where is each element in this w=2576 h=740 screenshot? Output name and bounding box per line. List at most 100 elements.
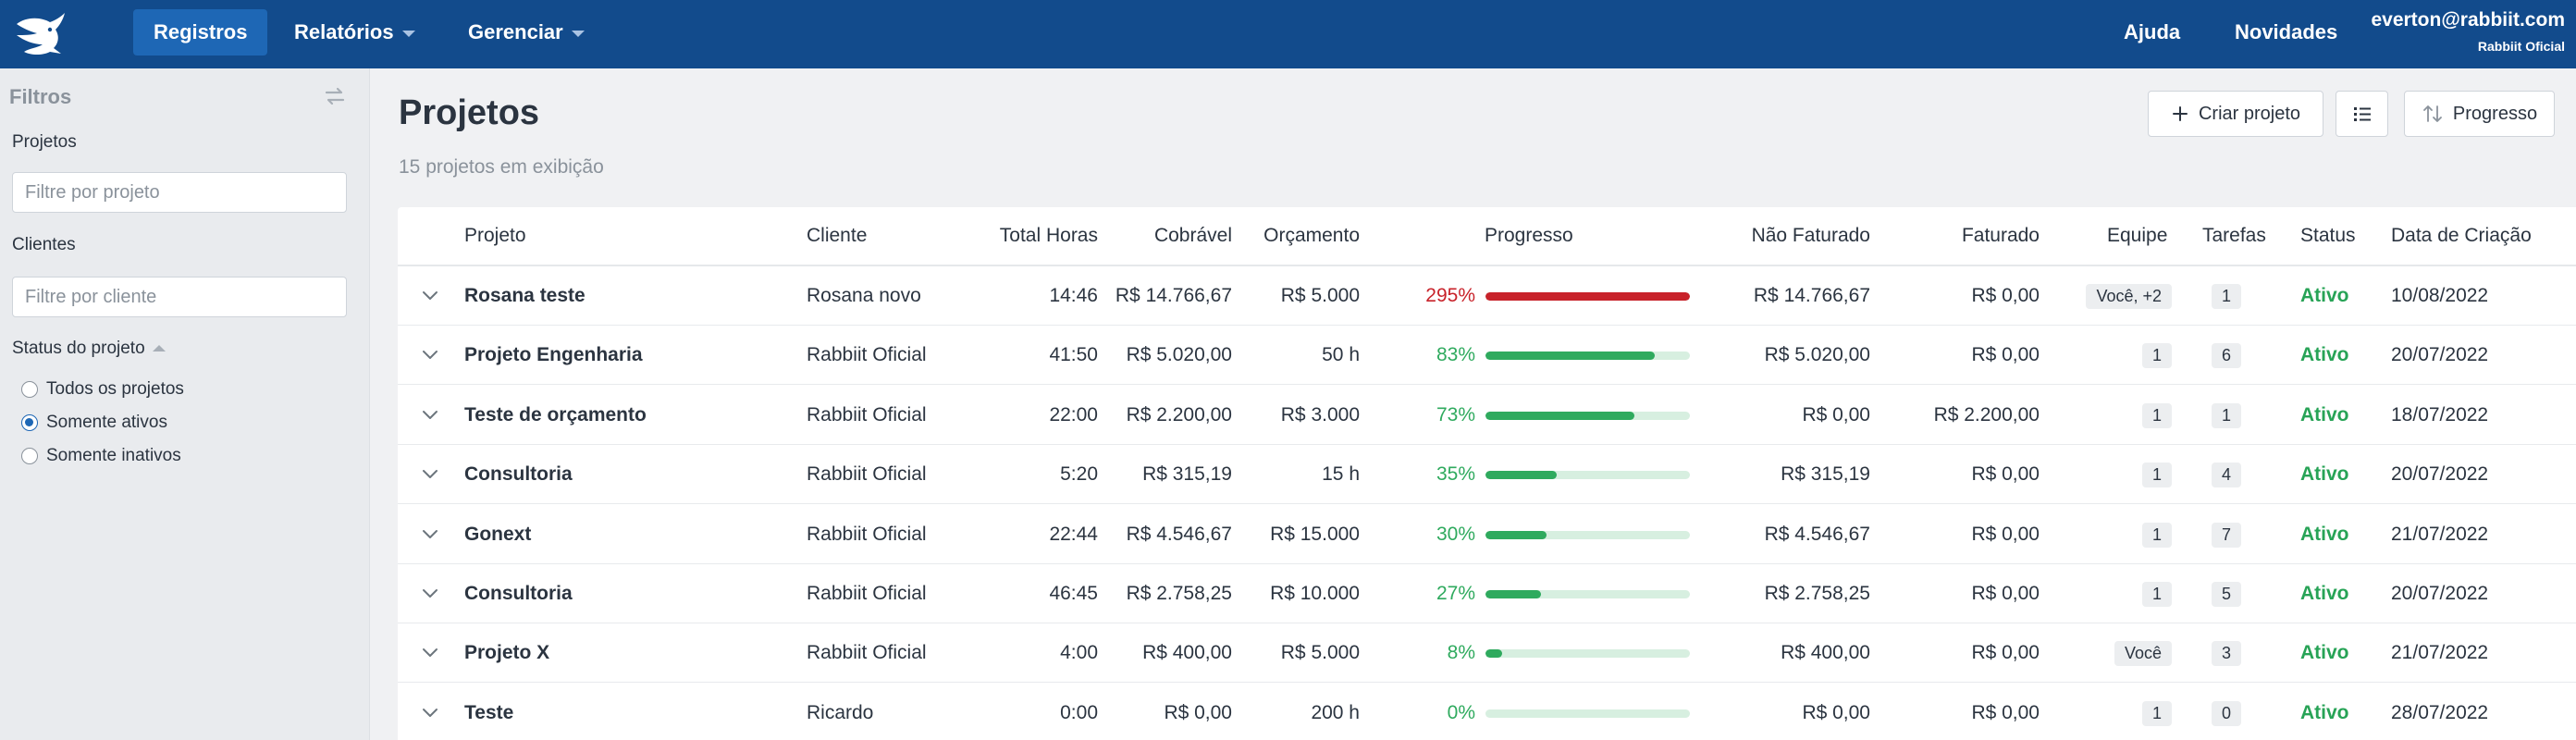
nav-novidades[interactable]: Novidades <box>2214 9 2358 56</box>
chevron-down-icon[interactable] <box>422 706 438 719</box>
progress-bar <box>1485 292 1690 301</box>
create-project-button[interactable]: Criar projeto <box>2148 91 2323 137</box>
tasks-badge[interactable]: 6 <box>2211 343 2241 369</box>
radio-button[interactable] <box>21 448 38 464</box>
rabbit-logo-icon[interactable] <box>13 11 68 57</box>
table-row[interactable]: Gonext Rabbiit Oficial 22:44 R$ 4.546,67 R$ … <box>398 505 2576 564</box>
column-header-cliente[interactable]: Cliente <box>807 225 868 246</box>
project-name[interactable]: Rosana teste <box>464 285 585 306</box>
budget: R$ 10.000 <box>1270 583 1360 604</box>
team-badge[interactable]: 1 <box>2141 343 2172 369</box>
tasks-badge[interactable]: 3 <box>2211 641 2241 667</box>
list-view-button[interactable] <box>2336 91 2388 137</box>
tasks-badge[interactable]: 0 <box>2211 700 2241 726</box>
status-badge: Ativo <box>2300 344 2349 366</box>
team-badge[interactable]: 1 <box>2141 522 2172 548</box>
project-status-toggle[interactable]: Status do projeto <box>12 339 166 359</box>
team-badge[interactable]: 1 <box>2141 402 2172 428</box>
creation-date: 28/07/2022 <box>2391 701 2489 723</box>
column-header-total-horas[interactable]: Total Horas <box>999 225 1098 246</box>
table-row[interactable]: Rosana teste Rosana novo 14:46 R$ 14.766,67… <box>398 266 2576 326</box>
unbilled-amount: R$ 4.546,67 <box>1764 523 1870 545</box>
status-badge: Ativo <box>2300 583 2349 604</box>
chevron-down-icon[interactable] <box>422 408 438 421</box>
unbilled-amount: R$ 2.758,25 <box>1764 583 1870 604</box>
column-header-faturado[interactable]: Faturado <box>1961 225 2040 246</box>
total-hours: 4:00 <box>1060 642 1098 664</box>
reset-filters-icon[interactable] <box>322 83 348 109</box>
nav-registros[interactable]: Registros <box>133 9 268 56</box>
top-navigation-bar: Registros Relatórios Gerenciar Ajuda Nov… <box>0 0 2576 68</box>
status-badge: Ativo <box>2300 701 2349 723</box>
table-row[interactable]: Consultoria Rabbiit Oficial 5:20 R$ 315,19 1… <box>398 445 2576 505</box>
column-header-tarefas[interactable]: Tarefas <box>2202 225 2266 246</box>
user-organization[interactable]: Rabbiit Oficial <box>2477 39 2565 54</box>
project-name[interactable]: Projeto X <box>464 642 550 664</box>
progress-bar-fill <box>1485 530 1547 539</box>
column-header-data-criacao[interactable]: Data de Criação <box>2391 225 2532 246</box>
column-header-nao-faturado[interactable]: Não Faturado <box>1751 225 1870 246</box>
tasks-badge[interactable]: 1 <box>2211 284 2241 309</box>
chevron-down-icon[interactable] <box>422 646 438 659</box>
nav-registros-label: Registros <box>154 20 248 43</box>
status-badge: Ativo <box>2300 523 2349 545</box>
column-header-progresso[interactable]: Progresso <box>1485 225 1573 246</box>
table-row[interactable]: Projeto Engenharia Rabbiit Oficial 41:50 R$… <box>398 326 2576 386</box>
radio-button-checked[interactable] <box>21 414 38 431</box>
creation-date: 21/07/2022 <box>2391 642 2489 664</box>
user-email[interactable]: everton@rabbiit.com <box>2371 9 2565 31</box>
radio-button[interactable] <box>21 381 38 398</box>
column-header-projeto[interactable]: Projeto <box>464 225 526 246</box>
sort-progress-button[interactable]: Progresso <box>2404 91 2555 137</box>
status-option-all[interactable]: Todos os projetos <box>21 376 184 402</box>
team-badge[interactable]: Você, +2 <box>2086 284 2172 309</box>
tasks-badge[interactable]: 7 <box>2211 522 2241 548</box>
column-header-orcamento[interactable]: Orçamento <box>1263 225 1360 246</box>
client-filter-input[interactable] <box>12 277 347 317</box>
nav-ajuda-label: Ajuda <box>2124 20 2181 43</box>
project-name[interactable]: Consultoria <box>464 463 573 486</box>
project-name[interactable]: Teste <box>464 701 514 723</box>
tasks-badge[interactable]: 1 <box>2211 402 2241 428</box>
billable-amount: R$ 2.200,00 <box>1126 403 1232 426</box>
billable-amount: R$ 2.758,25 <box>1126 583 1232 604</box>
table-row[interactable]: Projeto X Rabbiit Oficial 4:00 R$ 400,00 R$ … <box>398 623 2576 684</box>
team-badge[interactable]: 1 <box>2141 582 2172 607</box>
progress-bar <box>1485 471 1690 480</box>
status-badge: Ativo <box>2300 285 2349 306</box>
team-badge[interactable]: 1 <box>2141 462 2172 488</box>
project-name[interactable]: Consultoria <box>464 583 573 604</box>
column-header-status[interactable]: Status <box>2300 225 2356 246</box>
project-filter-input[interactable] <box>12 172 347 213</box>
client-name: Ricardo <box>807 701 874 723</box>
nav-relatorios[interactable]: Relatórios <box>274 9 436 56</box>
chevron-down-icon[interactable] <box>422 467 438 480</box>
nav-gerenciar[interactable]: Gerenciar <box>448 9 605 56</box>
projects-filter-label: Projetos <box>12 132 77 152</box>
chevron-down-icon[interactable] <box>422 586 438 599</box>
tasks-badge[interactable]: 5 <box>2211 582 2241 607</box>
column-header-cobravel[interactable]: Cobrável <box>1153 225 1232 246</box>
progress-percent: 295% <box>1425 285 1475 306</box>
project-name[interactable]: Gonext <box>464 523 532 545</box>
team-badge[interactable]: Você <box>2114 641 2172 667</box>
status-option-inactive[interactable]: Somente inativos <box>21 443 181 469</box>
team-badge[interactable]: 1 <box>2141 700 2172 726</box>
chevron-down-icon[interactable] <box>422 348 438 361</box>
nav-ajuda[interactable]: Ajuda <box>2103 9 2200 56</box>
progress-bar-fill <box>1485 590 1541 598</box>
tasks-badge[interactable]: 4 <box>2211 462 2241 488</box>
progress-bar <box>1485 352 1690 361</box>
table-row[interactable]: Consultoria Rabbiit Oficial 46:45 R$ 2.758,… <box>398 564 2576 623</box>
project-name[interactable]: Projeto Engenharia <box>464 344 643 366</box>
table-row[interactable]: Teste Ricardo 0:00 R$ 0,00 200 h 0% R$ 0,00 R$ … <box>398 684 2576 740</box>
table-row[interactable]: Teste de orçamento Rabbiit Oficial 22:00 R$… <box>398 386 2576 445</box>
status-option-label: Somente ativos <box>46 413 167 432</box>
status-option-active[interactable]: Somente ativos <box>21 410 167 436</box>
column-header-equipe[interactable]: Equipe <box>2107 225 2168 246</box>
chevron-down-icon[interactable] <box>422 527 438 540</box>
chevron-down-icon[interactable] <box>422 289 438 302</box>
billable-amount: R$ 14.766,67 <box>1115 285 1232 306</box>
project-name[interactable]: Teste de orçamento <box>464 403 647 426</box>
billed-amount: R$ 0,00 <box>1971 344 2040 366</box>
